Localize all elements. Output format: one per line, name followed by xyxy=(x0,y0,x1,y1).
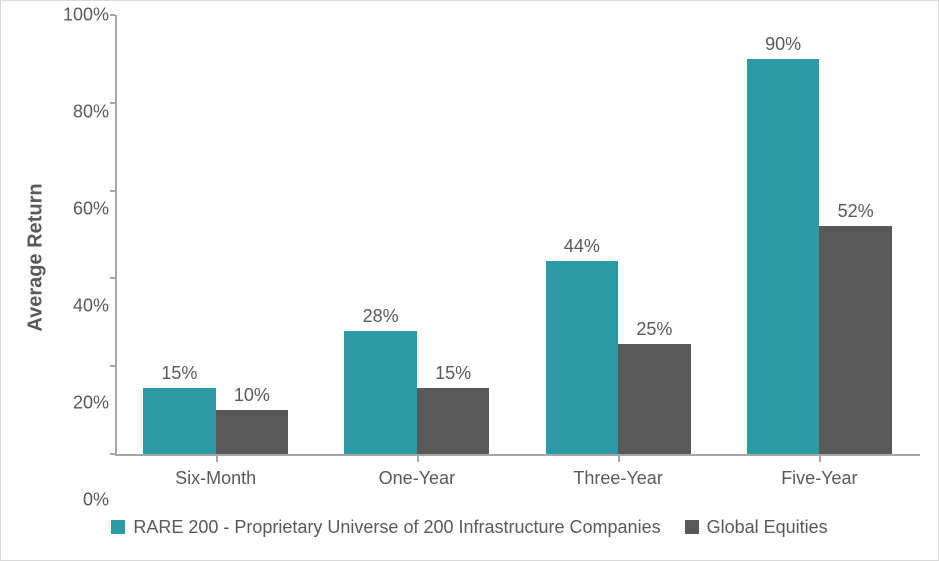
y-tick-label: 100% xyxy=(63,5,109,26)
bar-wrap: 10% xyxy=(216,15,288,454)
bar-value-label: 25% xyxy=(636,319,672,340)
y-tick-mark xyxy=(110,190,115,192)
plot-area: 15% 10% 28% 15% 44% 25% 90% 52% xyxy=(115,15,920,456)
chart-area: Average Return 0%20%40%60%80%100% 15%10%… xyxy=(19,15,920,500)
y-tick-label: 0% xyxy=(83,490,109,511)
bar-group: 90% 52% xyxy=(719,15,920,454)
x-tick-label: One-Year xyxy=(316,456,517,500)
y-tick-mark xyxy=(110,365,115,367)
bar-group: 44% 25% xyxy=(518,15,719,454)
y-axis-label: Average Return xyxy=(25,183,48,331)
x-tick-label: Three-Year xyxy=(518,456,719,500)
y-tick-label: 40% xyxy=(73,296,109,317)
bar xyxy=(819,226,891,454)
legend-swatch xyxy=(111,520,125,534)
x-tick-label: Six-Month xyxy=(115,456,316,500)
legend-label: Global Equities xyxy=(707,517,828,538)
bar-value-label: 28% xyxy=(363,306,399,327)
bar xyxy=(344,331,416,454)
bar-wrap: 90% xyxy=(747,15,819,454)
bar-group: 15% 10% xyxy=(115,15,316,454)
y-tick-label: 80% xyxy=(73,102,109,123)
bar-value-label: 15% xyxy=(161,363,197,384)
bar-value-label: 52% xyxy=(838,201,874,222)
bar-value-label: 15% xyxy=(435,363,471,384)
bar-wrap: 44% xyxy=(546,15,618,454)
bar-wrap: 28% xyxy=(344,15,416,454)
y-tick-label: 60% xyxy=(73,199,109,220)
y-tick-label: 20% xyxy=(73,393,109,414)
bar xyxy=(618,344,690,454)
bar-wrap: 25% xyxy=(618,15,690,454)
y-axis: 0%20%40%60%80%100% xyxy=(53,15,115,500)
y-tick-mark xyxy=(110,277,115,279)
bar-group: 28% 15% xyxy=(316,15,517,454)
legend-label: RARE 200 - Proprietary Universe of 200 I… xyxy=(133,517,660,538)
y-axis-label-wrap: Average Return xyxy=(19,15,53,500)
bar-value-label: 44% xyxy=(564,236,600,257)
x-tick-label: Five-Year xyxy=(719,456,920,500)
plot-column: 15% 10% 28% 15% 44% 25% 90% 52% Six-MonthOne-Ye… xyxy=(115,15,920,500)
bar-groups: 15% 10% 28% 15% 44% 25% 90% 52% xyxy=(115,15,920,454)
bar xyxy=(747,59,819,454)
bar xyxy=(216,410,288,454)
bar-wrap: 15% xyxy=(417,15,489,454)
bar xyxy=(417,388,489,454)
legend-item: RARE 200 - Proprietary Universe of 200 I… xyxy=(111,517,660,538)
legend: RARE 200 - Proprietary Universe of 200 I… xyxy=(19,506,920,548)
y-tick-mark xyxy=(110,102,115,104)
y-tick-mark xyxy=(110,14,115,16)
legend-item: Global Equities xyxy=(685,517,828,538)
bar xyxy=(546,261,618,454)
bar-value-label: 90% xyxy=(765,34,801,55)
bar-wrap: 52% xyxy=(819,15,891,454)
legend-swatch xyxy=(685,520,699,534)
bar-value-label: 10% xyxy=(234,385,270,406)
bar xyxy=(143,388,215,454)
x-axis-ticks: Six-MonthOne-YearThree-YearFive-Year xyxy=(115,456,920,500)
chart-frame: Average Return 0% 20% 40% 60% 80% 100% 15% 10%… xyxy=(0,0,939,561)
bar-wrap: 15% xyxy=(143,15,215,454)
y-tick-mark xyxy=(110,453,115,455)
